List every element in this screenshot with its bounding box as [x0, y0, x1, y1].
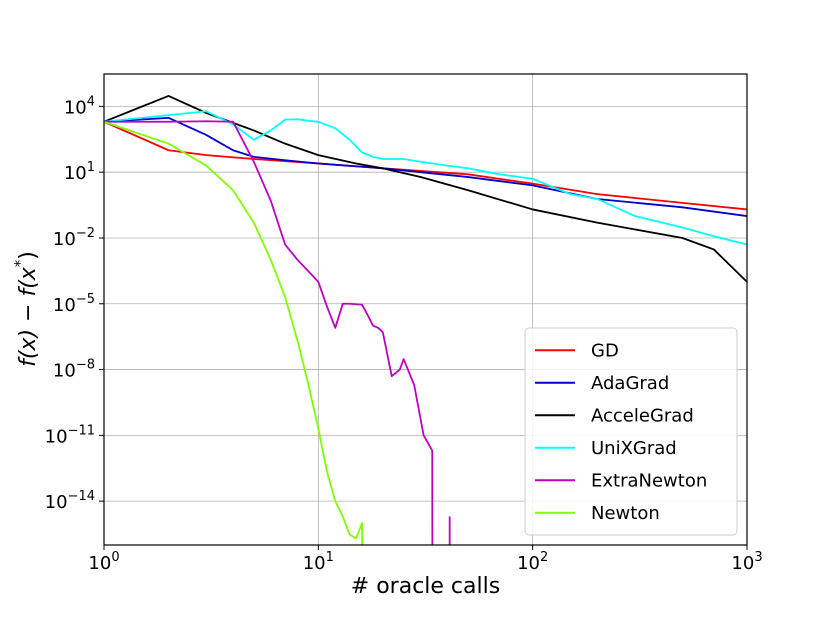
y-tick-label: 104: [64, 94, 95, 118]
x-tick-label: 102: [517, 550, 548, 574]
legend-box: [524, 327, 738, 536]
y-tick-label: 10−14: [45, 489, 95, 513]
x-tick-label: 101: [303, 550, 334, 574]
legend-label: ExtraNewton: [591, 470, 707, 491]
series-line-unixgrad: [104, 110, 747, 246]
y-tick-label: 10−11: [45, 423, 95, 447]
x-tick-label: 100: [88, 550, 119, 574]
y-ticks: 104 101 10−2 10−5 10−8 10−11 10−14: [45, 94, 104, 513]
legend-label: Newton: [591, 503, 660, 524]
x-axis-label: # oracle calls: [351, 574, 500, 599]
series-line-newton: [104, 120, 364, 545]
legend-label: AdaGrad: [591, 373, 669, 394]
plot-frame: [103, 73, 748, 546]
y-tick-label: 101: [64, 160, 95, 184]
series-line-extranewton: [104, 120, 434, 545]
y-tick-label: 10−2: [53, 226, 95, 250]
series-lines: [104, 95, 747, 545]
legend: GD AdaGrad AcceleGrad UniXGrad ExtraNewton Ne…: [524, 327, 738, 536]
legend-label: UniXGrad: [591, 438, 677, 459]
y-tick-label: 10−5: [53, 292, 95, 316]
legend-label: AcceleGrad: [591, 405, 694, 426]
x-ticks: 100 101 102 103: [88, 545, 763, 574]
y-tick-label: 10−8: [53, 358, 95, 382]
y-axis-label: f(x) − f(x*): [11, 251, 41, 367]
x-tick-label: 103: [731, 550, 762, 574]
legend-label: GD: [591, 340, 619, 361]
